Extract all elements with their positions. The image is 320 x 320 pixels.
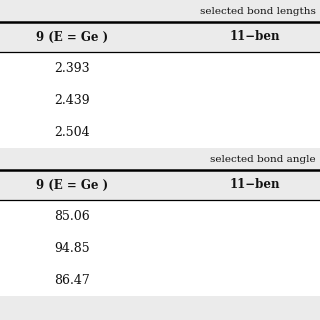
Bar <box>0 200 320 296</box>
Text: selected bond angle: selected bond angle <box>210 155 316 164</box>
Bar <box>0 296 320 320</box>
Bar <box>0 148 320 170</box>
Text: 11−ben: 11−ben <box>229 179 280 191</box>
Bar <box>0 22 320 52</box>
Text: 2.393: 2.393 <box>54 61 90 75</box>
Text: 85.06: 85.06 <box>54 210 90 222</box>
Text: 9 (E = Ge ): 9 (E = Ge ) <box>36 30 108 44</box>
Text: 2.439: 2.439 <box>54 93 90 107</box>
Text: 94.85: 94.85 <box>54 242 90 254</box>
Text: 86.47: 86.47 <box>54 274 90 286</box>
Text: selected bond lengths: selected bond lengths <box>200 6 316 15</box>
Text: 9 (E = Ge ): 9 (E = Ge ) <box>36 179 108 191</box>
Bar <box>0 52 320 148</box>
Text: 11−ben: 11−ben <box>229 30 280 44</box>
Bar <box>0 0 320 22</box>
Text: 2.504: 2.504 <box>54 125 90 139</box>
Bar <box>0 170 320 200</box>
